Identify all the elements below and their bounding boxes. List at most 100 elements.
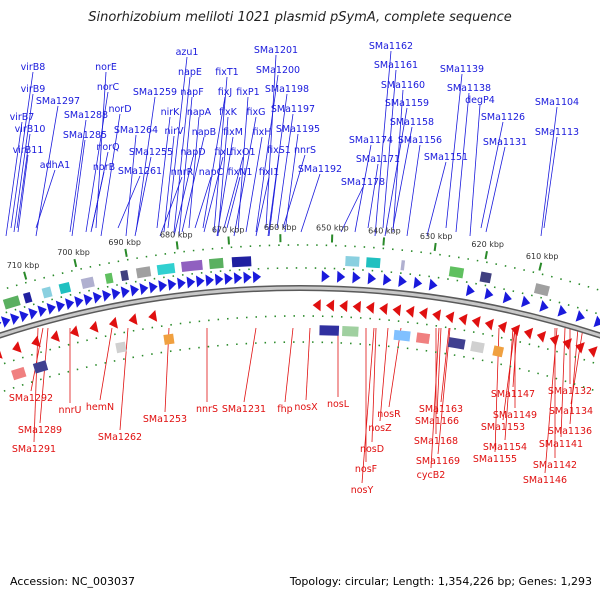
forward-gene-label: norQ — [96, 142, 119, 153]
forward-leader-line — [392, 126, 413, 229]
forward-gene-label: norB — [93, 162, 115, 173]
forward-gene-arrow — [214, 273, 224, 286]
reverse-gene-arrow — [148, 309, 158, 322]
forward-leader-line — [480, 121, 504, 229]
reverse-gene-label: SMa1149 — [493, 410, 537, 421]
reverse-gene-arrow — [419, 307, 428, 320]
reverse-leader-line — [560, 327, 566, 438]
reverse-leader-line — [39, 327, 49, 424]
forward-gene-arrow — [83, 293, 93, 306]
forward-leader-line — [100, 113, 121, 237]
forward-leader-line — [13, 93, 34, 233]
reverse-gene-label: nnrS — [196, 404, 218, 415]
reverse-gene-arrow — [484, 318, 494, 331]
forward-gene-arrow — [195, 275, 205, 288]
forward-gene-label: fixM — [223, 127, 243, 138]
reverse-gene-label: nosL — [327, 399, 350, 410]
forward-leader-line — [226, 176, 241, 229]
forward-gene-arrow — [46, 302, 56, 315]
forward-leader-line — [35, 105, 59, 237]
forward-gene-label: nirV — [164, 126, 184, 137]
kbp-tick-mark — [227, 236, 230, 245]
forward-gene-label: SMa1138 — [447, 83, 491, 94]
reverse-gene-label: hemN — [86, 402, 114, 413]
reverse-feature-block — [163, 333, 175, 345]
reverse-gene-arrow — [523, 327, 534, 340]
reverse-gene-arrow — [445, 311, 455, 324]
reverse-gene-label: SMa1262 — [98, 432, 142, 443]
forward-leader-line — [340, 186, 364, 233]
reverse-gene-label: nosY — [351, 485, 374, 496]
forward-leader-line — [268, 154, 280, 237]
forward-gene-arrow — [224, 272, 233, 285]
forward-leader-line — [265, 54, 277, 229]
accession-label: Accession: NC_003037 — [10, 575, 136, 588]
forward-gene-label: virB9 — [21, 84, 46, 95]
forward-gene-arrow — [382, 273, 392, 286]
forward-leader-line — [284, 133, 299, 233]
forward-feature-block — [135, 266, 152, 279]
backbone-ring — [0, 286, 600, 338]
forward-feature-block — [208, 257, 224, 270]
forward-leader-line — [167, 56, 188, 229]
reverse-feature-block — [341, 326, 359, 337]
forward-leader-line — [426, 161, 447, 237]
forward-gene-arrow — [148, 281, 158, 294]
reverse-gene-arrow — [588, 346, 598, 358]
forward-gene-arrow — [102, 289, 112, 302]
kbp-tick-label: 690 kbp — [108, 238, 141, 247]
forward-gene-arrow — [336, 270, 346, 283]
forward-leader-line — [173, 76, 191, 233]
forward-gene-label: fixT1 — [215, 67, 238, 78]
ring-layer — [0, 244, 600, 394]
reverse-gene-label: nnrU — [59, 405, 82, 416]
forward-leader-line — [173, 156, 194, 237]
kbp-tick-mark — [382, 237, 386, 246]
kbp-tick-label: 700 kbp — [57, 248, 90, 257]
forward-gene-label: fixK — [219, 107, 238, 118]
kbp-tick-label: 630 kbp — [420, 232, 453, 241]
forward-gene-arrow — [0, 321, 2, 325]
reverse-gene-arrow — [562, 338, 572, 350]
reverse-leader-line — [119, 327, 129, 431]
reverse-leader-line — [569, 327, 579, 425]
reverse-gene-arrow — [128, 313, 138, 326]
reverse-leader-line — [430, 327, 440, 469]
reverse-feature-block — [415, 332, 431, 345]
forward-leader-line — [374, 50, 392, 237]
forward-leader-line — [255, 74, 279, 233]
forward-feature-block — [23, 291, 33, 304]
forward-gene-label: SMa1259 — [133, 87, 177, 98]
forward-leader-line — [233, 116, 257, 237]
forward-leader-line — [16, 133, 31, 229]
kbp-tick-label: 640 kbp — [368, 226, 401, 235]
forward-gene-arrow — [352, 271, 361, 284]
reverse-gene-label: nosD — [360, 444, 384, 455]
forward-gene-label: napA — [187, 107, 212, 118]
kbp-tick-mark — [433, 242, 437, 252]
forward-gene-label: SMa1192 — [298, 164, 342, 175]
reverse-leader-line — [437, 327, 451, 455]
forward-gene-label: SMa1113 — [535, 127, 579, 138]
feature-block-layer — [2, 256, 550, 381]
reverse-gene-label: fhp — [277, 404, 292, 415]
forward-gene-label: fixH — [253, 127, 272, 138]
forward-leader-line — [455, 92, 470, 233]
forward-gene-label: napD — [180, 147, 205, 158]
forward-leader-line — [85, 91, 109, 233]
reverse-gene-arrow — [352, 300, 361, 313]
reverse-gene-label: SMa1136 — [548, 426, 592, 437]
kbp-tick-label: 710 kbp — [7, 261, 40, 270]
forward-gene-label: fixO1 — [230, 147, 255, 158]
forward-gene-label: norC — [97, 82, 120, 93]
forward-leader-line — [35, 169, 56, 229]
forward-feature-block — [533, 283, 550, 297]
reverse-leader-line — [379, 327, 389, 422]
forward-leader-line — [134, 156, 152, 237]
forward-gene-label: SMa1201 — [254, 45, 298, 56]
forward-feature-block — [41, 286, 53, 299]
reverse-gene-arrow — [365, 301, 375, 314]
forward-gene-label: SMa1297 — [36, 96, 80, 107]
